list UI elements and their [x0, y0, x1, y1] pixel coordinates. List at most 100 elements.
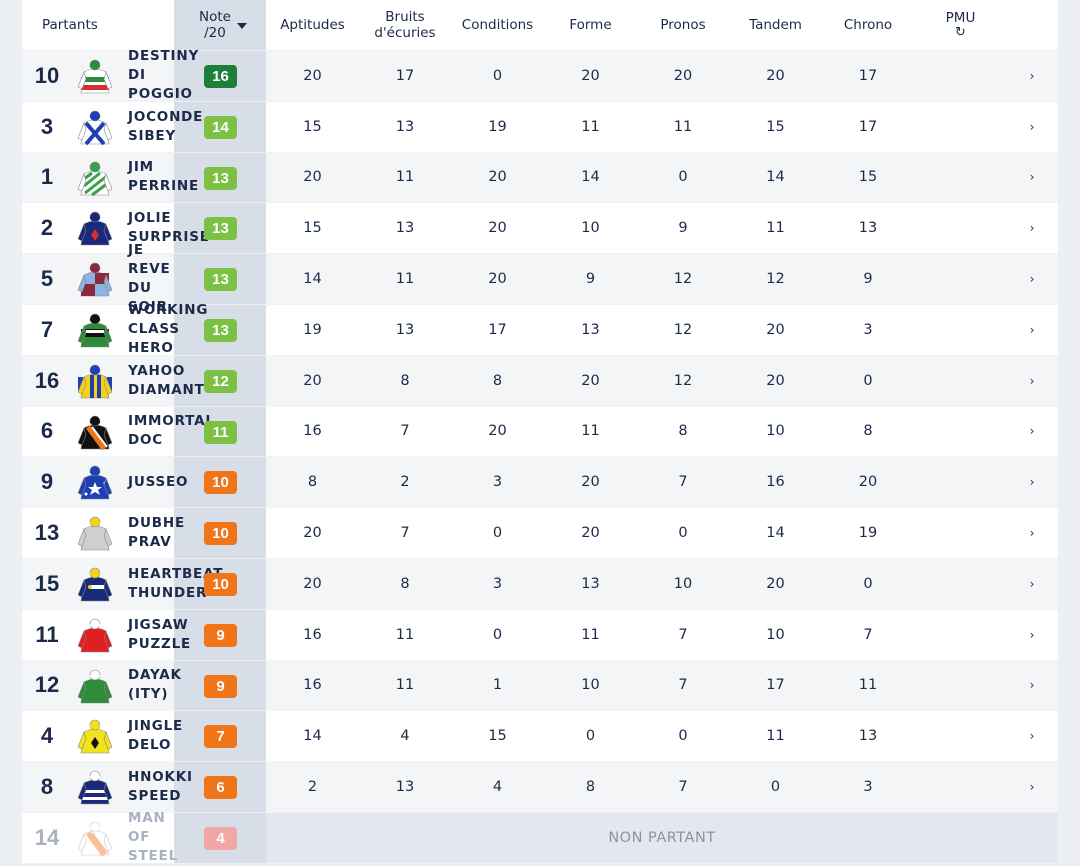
- chevron-right-icon[interactable]: ›: [1029, 729, 1035, 744]
- score-aptitudes: 15: [303, 220, 322, 237]
- col-bruits-header[interactable]: Bruits d'écuries: [359, 0, 451, 50]
- chevron-right-icon[interactable]: ›: [1029, 119, 1035, 134]
- score-conditions: 20: [488, 423, 507, 440]
- score-conditions: 3: [492, 575, 503, 592]
- table-row[interactable]: 7 WORKING CLASS HERO 13 19 13 17 13 12 20 3 ›: [22, 302, 1058, 357]
- chevron-right-icon[interactable]: ›: [1029, 322, 1035, 337]
- score-conditions: 19: [488, 118, 507, 135]
- note-badge: 14: [204, 115, 237, 139]
- chevron-right-icon[interactable]: ›: [1029, 221, 1035, 236]
- score-pronos: 0: [678, 728, 688, 745]
- col-pmu-header[interactable]: PMU ↻: [914, 0, 1007, 50]
- runner-number: 14: [34, 824, 60, 850]
- table-row[interactable]: 9 JUSSEO 10 8 2 3 20 7 16 20 ›: [22, 456, 1058, 508]
- score-bruits: 2: [400, 474, 410, 491]
- score-forme: 13: [581, 321, 600, 338]
- score-chrono: 15: [858, 169, 878, 186]
- conditions-label: Conditions: [461, 17, 534, 33]
- col-tandem-header[interactable]: Tandem: [729, 0, 822, 50]
- score-pronos: 7: [678, 626, 688, 643]
- chevron-right-icon[interactable]: ›: [1029, 68, 1035, 83]
- non-partant-row[interactable]: 14 MAN OF STEEL 4 NON PARTANT: [22, 810, 1058, 864]
- score-pronos: 12: [673, 372, 693, 389]
- table-row[interactable]: 10 DESTINY DI POGGIO 16 20 17 0 20 20 20 17 ›: [22, 48, 1058, 103]
- table-row[interactable]: 13 DUBHE PRAV 10 20 7 0 20 0 14 19 ›: [22, 507, 1058, 558]
- horse-name[interactable]: YAHOO DIAMANT: [128, 362, 205, 398]
- runner-number: 11: [35, 621, 59, 647]
- table-row[interactable]: 1 JIM PERRINE 13 20 11 20 14 0 14 15 ›: [22, 151, 1058, 203]
- score-tandem: 12: [766, 271, 785, 288]
- chevron-right-icon[interactable]: ›: [1029, 424, 1035, 439]
- jockey-silk-icon: [77, 616, 113, 654]
- horse-name[interactable]: JIM PERRINE: [128, 159, 200, 195]
- table-row[interactable]: 3 JOCONDE SIBEY 14 15 13 19 11 11 15 17 ›: [22, 100, 1058, 152]
- score-tandem: 14: [766, 169, 785, 186]
- horse-name[interactable]: DAYAK (ITY): [128, 667, 182, 703]
- col-chrono-header[interactable]: Chrono: [822, 0, 914, 50]
- score-forme: 20: [581, 474, 600, 491]
- note-badge: 13: [204, 217, 237, 241]
- note-label: Note: [199, 9, 231, 25]
- horse-name[interactable]: JINGLE DELO: [128, 718, 184, 754]
- horse-name[interactable]: JIGSAW PUZZLE: [128, 616, 192, 652]
- table-row[interactable]: 11 JIGSAW PUZZLE 9 16 11 0 11 7 10 7 ›: [22, 608, 1058, 660]
- score-tandem: 16: [766, 474, 785, 491]
- horse-name[interactable]: WORKING CLASS HERO: [128, 302, 209, 357]
- table-row[interactable]: 5 JE REVE DU SOIR13141120912129›: [22, 242, 1058, 315]
- score-chrono: 17: [858, 118, 878, 135]
- score-aptitudes: 8: [307, 474, 318, 491]
- col-conditions-header[interactable]: Conditions: [451, 0, 544, 50]
- chevron-right-icon[interactable]: ›: [1029, 373, 1035, 388]
- score-forme: 20: [581, 67, 600, 84]
- col-note-header[interactable]: Note /20: [174, 0, 266, 50]
- jockey-silk-icon: [77, 819, 113, 857]
- horse-name[interactable]: JOLIE SURPRISE: [128, 210, 210, 246]
- table-row[interactable]: 12 DAYAK (ITY) 9 16 11 1 10 7 17 11 ›: [22, 659, 1058, 711]
- horse-name[interactable]: DESTINY DI POGGIO: [128, 48, 200, 103]
- chevron-right-icon[interactable]: ›: [1029, 272, 1035, 287]
- chevron-right-icon[interactable]: ›: [1029, 475, 1035, 490]
- jockey-silk-icon: [77, 57, 113, 95]
- score-forme: 11: [581, 423, 600, 440]
- sort-down-icon[interactable]: [236, 23, 247, 29]
- score-aptitudes: 14: [303, 728, 322, 745]
- chevron-right-icon[interactable]: ›: [1029, 678, 1035, 693]
- chevron-right-icon[interactable]: ›: [1029, 170, 1035, 185]
- table-row[interactable]: 6 IMMORTAL DOC 11 16 7 20 11 8 10 8 ›: [22, 405, 1058, 457]
- chevron-right-icon[interactable]: ›: [1029, 780, 1035, 795]
- jockey-silk-icon: [77, 159, 113, 197]
- score-forme: 8: [585, 779, 596, 796]
- score-bruits: 17: [395, 67, 415, 84]
- table-row[interactable]: 15 HEARTBEAT THUNDER 10 20 8 3 13 10 20 0 ›: [22, 557, 1058, 609]
- horse-name[interactable]: HEARTBEAT THUNDER: [128, 565, 224, 601]
- jockey-silk-icon: [77, 768, 113, 806]
- pronos-label: Pronos: [660, 17, 706, 33]
- table-row[interactable]: 4 JINGLE DELO 7 14 4 15 0 0 11 13 ›: [22, 710, 1058, 762]
- runner-number: 1: [40, 164, 54, 190]
- score-tandem: 11: [766, 728, 785, 745]
- chevron-right-icon[interactable]: ›: [1029, 627, 1035, 642]
- col-forme-header[interactable]: Forme: [544, 0, 637, 50]
- horse-name[interactable]: JUSSEO: [128, 473, 189, 490]
- score-conditions: 15: [488, 728, 507, 745]
- jockey-silk-icon: [77, 362, 113, 400]
- horse-name[interactable]: IMMORTAL DOC: [128, 413, 215, 449]
- refresh-icon[interactable]: ↻: [955, 25, 966, 40]
- chevron-right-icon[interactable]: ›: [1029, 526, 1035, 541]
- horse-name[interactable]: HNOKKI SPEED: [128, 769, 193, 805]
- score-aptitudes: 16: [303, 677, 322, 694]
- score-bruits: 13: [395, 779, 415, 796]
- horse-name[interactable]: JOCONDE SIBEY: [128, 108, 204, 144]
- horse-name[interactable]: DUBHE PRAV: [128, 515, 185, 551]
- score-pronos: 11: [673, 118, 693, 135]
- score-aptitudes: 20: [303, 67, 322, 84]
- table-row[interactable]: 2 JOLIE SURPRISE 13 15 13 20 10 9 11 13 ›: [22, 202, 1058, 254]
- ecuries-label: d'écuries: [374, 25, 436, 41]
- score-chrono: 13: [858, 728, 878, 745]
- table-row[interactable]: 16 YAHOO DIAMANT 12 20 8 8 20 12 20 0 ›: [22, 354, 1058, 406]
- col-aptitudes-header[interactable]: Aptitudes: [266, 0, 359, 50]
- table-row[interactable]: 8 HNOKKI SPEED 6 2 13 4 8 7 0 3 ›: [22, 761, 1058, 812]
- chevron-right-icon[interactable]: ›: [1029, 576, 1035, 591]
- table-header: Partants Note /20 Aptitudes Bruits d'écur…: [22, 0, 1058, 50]
- col-pronos-header[interactable]: Pronos: [637, 0, 729, 50]
